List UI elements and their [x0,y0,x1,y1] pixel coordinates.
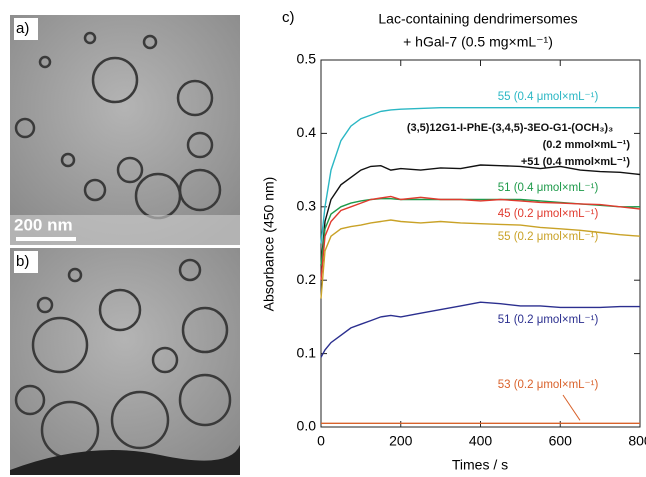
plot-frame [320,59,641,428]
series-line [320,107,640,244]
y-tick-label: 0.2 [297,271,317,287]
y-tick-label: 0.0 [297,418,317,434]
series-label: +51 (0.4 mmol×mL⁻¹) [521,156,630,168]
x-axis-label: Times / s [452,457,508,473]
x-tick-label: 400 [469,433,493,449]
micrograph-a: a) 200 nm [10,15,240,245]
y-tick-label: 0.3 [297,198,317,214]
series-label: 51 (0.2 μmol×mL⁻¹) [498,314,599,326]
series-line [320,164,641,266]
series-line [320,219,641,299]
micrograph-b: b) [10,248,240,475]
y-tick-label: 0.4 [297,124,317,140]
series-line [320,195,641,281]
series-label: 51 (0.4 μmol×mL⁻¹) [498,182,599,194]
x-tick-label: 0 [317,433,325,449]
series-line [320,301,640,358]
x-tick-label: 600 [549,433,573,449]
chart-subtitle: + hGal-7 (0.5 mg×mL⁻¹) [403,34,553,50]
x-tick-label: 800 [628,433,646,449]
series-label: 53 (0.2 μmol×mL⁻¹) [498,379,599,391]
series-label: 55 (0.4 μmol×mL⁻¹) [498,91,599,103]
series-label: (0.2 mmol×mL⁻¹) [543,139,631,151]
series-label: (3,5)12G1-I-PhE-(3,4,5)-3EO-G1-(OCH₃)₃ [407,122,613,134]
x-tick-label: 200 [389,433,413,449]
leader-line [562,394,581,421]
series-label: 45 (0.2 μmol×mL⁻¹) [498,208,599,220]
panel-label: a) [16,20,29,37]
panel-label: c) [282,9,295,26]
series-label: 55 (0.2 μmol×mL⁻¹) [498,231,599,243]
panel-label: b) [16,253,29,270]
chart-title: Lac-containing dendrimersomes [378,11,577,27]
y-tick-label: 0.5 [297,51,317,67]
y-axis-label: Absorbance (450 nm) [261,177,277,312]
y-tick-label: 0.1 [297,344,317,360]
scale-bar-label: 200 nm [14,215,73,234]
